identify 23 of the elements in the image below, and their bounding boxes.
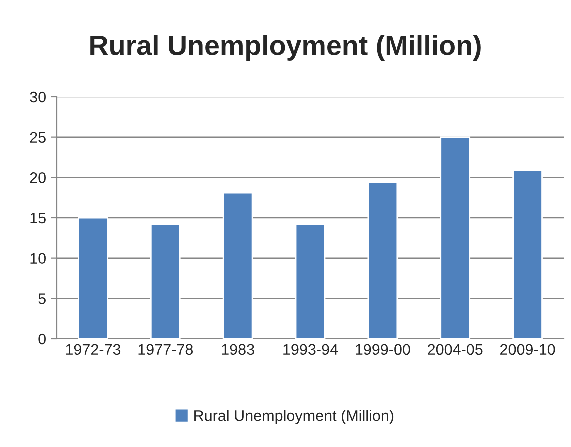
y-tick-label: 0 — [38, 334, 46, 345]
y-tick-label: 5 — [38, 294, 46, 304]
bar — [368, 182, 398, 339]
legend-label: Rural Unemployment (Million) — [194, 410, 394, 424]
chart-title: Rural Unemployment (Million) — [90, 35, 481, 61]
bar — [295, 224, 326, 339]
x-tick-label: 1977-78 — [138, 344, 194, 356]
y-tick-label: 25 — [30, 132, 46, 144]
x-tick-label: 1993-94 — [284, 344, 338, 356]
bar — [512, 170, 543, 339]
x-tick-label: 1983 — [222, 344, 254, 356]
bar — [78, 217, 108, 339]
x-tick-label: 1999-00 — [356, 344, 410, 356]
x-tick-label: 2004-05 — [428, 344, 483, 356]
y-tick-label: 15 — [30, 213, 46, 224]
bar — [440, 136, 471, 339]
x-tick-label: 2009-10 — [500, 344, 556, 356]
y-tick-label: 20 — [30, 172, 46, 184]
bar — [222, 192, 254, 339]
y-tick-label: 30 — [30, 92, 46, 103]
bar — [150, 224, 181, 339]
x-tick-label: 1972-73 — [66, 344, 121, 356]
y-tick-label: 10 — [30, 253, 46, 264]
